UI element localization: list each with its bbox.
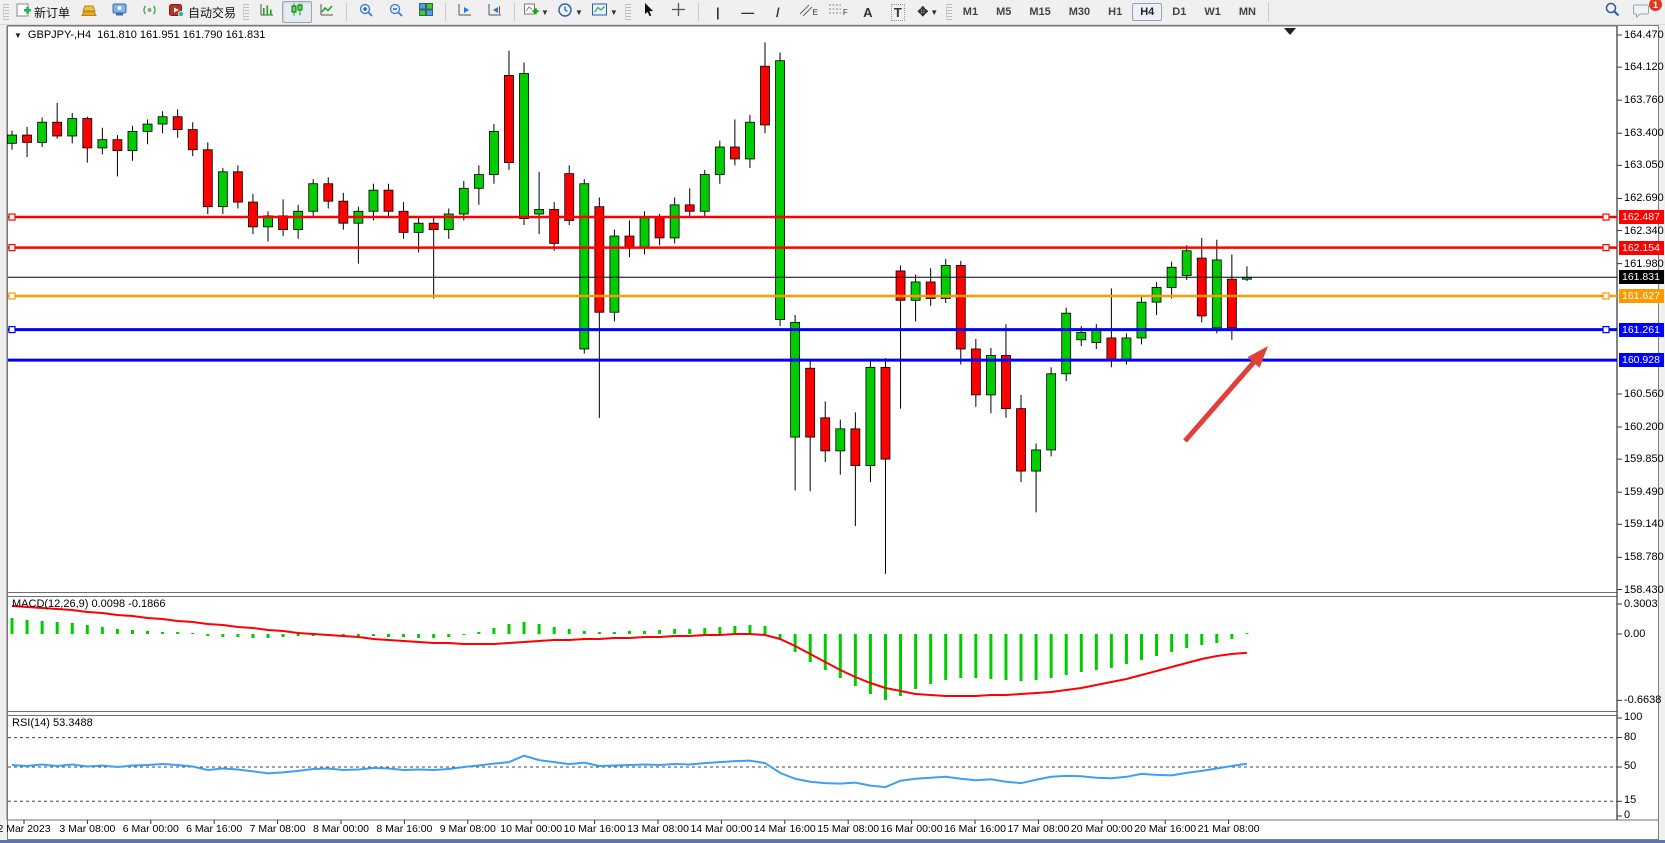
chevron-down-icon: ▼ bbox=[541, 7, 549, 17]
toolbar-right: 1 bbox=[1597, 0, 1662, 23]
auto-scroll-button[interactable] bbox=[450, 1, 480, 23]
channel-letter: E bbox=[812, 7, 818, 17]
timeframe-h1[interactable]: H1 bbox=[1108, 6, 1123, 18]
toolbar: 新订单 自动交易 bbox=[0, 0, 1665, 25]
timeframe-m1[interactable]: M1 bbox=[962, 6, 979, 18]
search-button[interactable] bbox=[1597, 1, 1627, 23]
macd-indicator-label: MACD(12,26,9) 0.0098 -0.1866 bbox=[12, 598, 166, 610]
timeframe-mn[interactable]: MN bbox=[1238, 6, 1256, 18]
crosshair-button[interactable] bbox=[664, 1, 694, 23]
horizontal-line-icon: — bbox=[741, 4, 755, 20]
rsi-indicator-label: RSI(14) 53.3488 bbox=[12, 717, 93, 729]
clock-icon bbox=[557, 2, 573, 23]
tile-windows-button[interactable] bbox=[411, 1, 441, 23]
indicators-button[interactable]: ▼ bbox=[519, 1, 553, 23]
chart-shift-icon bbox=[487, 2, 503, 22]
periods-button[interactable]: ▼ bbox=[553, 1, 587, 23]
crosshair-icon bbox=[671, 2, 686, 22]
chart-shift-button[interactable] bbox=[480, 1, 510, 23]
autotrading-icon bbox=[168, 2, 185, 22]
toolbar-separator bbox=[1267, 3, 1269, 21]
zoom-in-icon bbox=[358, 2, 374, 23]
timeframe-group: M1 M5 M15 M30 H1 H4 D1 W1 MN bbox=[955, 3, 1264, 21]
signal-button[interactable] bbox=[134, 1, 164, 23]
search-icon bbox=[1604, 1, 1621, 23]
toolbar-grip[interactable] bbox=[945, 4, 952, 20]
toolbar-separator bbox=[514, 3, 516, 21]
support-person-icon bbox=[111, 2, 128, 22]
toolbar-grip[interactable] bbox=[624, 4, 631, 20]
zoom-out-button[interactable] bbox=[381, 1, 411, 23]
toolbar-separator bbox=[445, 3, 447, 21]
chat-bubble-icon bbox=[1633, 2, 1651, 23]
text-label-icon: T bbox=[890, 3, 905, 21]
cursor-arrow-icon bbox=[642, 2, 656, 22]
toolbar-separator bbox=[346, 3, 348, 21]
notifications-button[interactable]: 1 bbox=[1627, 0, 1662, 23]
bar-chart-icon bbox=[259, 2, 275, 22]
cursor-button[interactable] bbox=[634, 1, 664, 23]
timeframe-m30[interactable]: M30 bbox=[1068, 6, 1091, 18]
trendline-tool[interactable]: / bbox=[763, 1, 793, 23]
timeframe-m5[interactable]: M5 bbox=[996, 6, 1012, 18]
horizontal-line-tool[interactable]: — bbox=[733, 1, 763, 23]
auto-scroll-icon bbox=[457, 2, 473, 22]
autotrading-label: 自动交易 bbox=[188, 5, 237, 20]
new-order-button[interactable]: 新订单 bbox=[12, 1, 74, 23]
chevron-down-icon: ▼ bbox=[609, 7, 618, 17]
timeframe-d1[interactable]: D1 bbox=[1172, 6, 1187, 18]
candlestick-chart-icon bbox=[289, 2, 305, 22]
fibonacci-tool[interactable]: F bbox=[823, 1, 853, 23]
zoom-in-button[interactable] bbox=[351, 1, 381, 23]
zoom-out-icon bbox=[388, 2, 404, 23]
arrows-tool[interactable]: ✥ ▼ bbox=[913, 1, 943, 23]
support-button[interactable] bbox=[104, 1, 134, 23]
arrows-tool-icon: ✥ bbox=[917, 4, 929, 19]
chart-plot-area[interactable] bbox=[7, 25, 1659, 840]
vertical-line-icon: | bbox=[715, 4, 720, 20]
new-order-label: 新订单 bbox=[34, 5, 71, 20]
collapse-triangle-icon[interactable]: ▼ bbox=[14, 30, 22, 40]
gold-button[interactable] bbox=[74, 1, 104, 23]
window-bottom-edge bbox=[0, 840, 1665, 843]
new-order-icon bbox=[16, 2, 31, 22]
timeframe-w1[interactable]: W1 bbox=[1204, 6, 1221, 18]
channel-tool[interactable]: E bbox=[793, 1, 823, 23]
timeframe-h4[interactable]: H4 bbox=[1132, 3, 1163, 21]
fibo-letter: F bbox=[842, 7, 848, 17]
template-icon bbox=[591, 2, 608, 22]
autotrading-button[interactable]: 自动交易 bbox=[164, 1, 240, 23]
text-tool-icon: A bbox=[863, 4, 873, 20]
bar-chart-button[interactable] bbox=[252, 1, 282, 23]
chevron-down-icon: ▼ bbox=[930, 7, 939, 17]
tile-windows-icon bbox=[418, 2, 434, 22]
symbol-period-label: GBPJPY-,H4 bbox=[27, 29, 92, 41]
signal-icon bbox=[141, 2, 158, 22]
text-tool[interactable]: A bbox=[853, 1, 883, 23]
gold-bar-icon bbox=[80, 2, 98, 22]
templates-button[interactable]: ▼ bbox=[587, 1, 622, 23]
vertical-line-tool[interactable]: | bbox=[703, 1, 733, 23]
add-indicator-icon bbox=[523, 2, 539, 22]
timeframe-m15[interactable]: M15 bbox=[1029, 6, 1051, 18]
chevron-down-icon: ▼ bbox=[574, 7, 583, 17]
trendline-icon: / bbox=[775, 4, 780, 20]
fibonacci-icon bbox=[828, 2, 843, 22]
channel-icon bbox=[798, 2, 813, 22]
toolbar-separator bbox=[697, 3, 699, 21]
notification-badge: 1 bbox=[1649, 0, 1662, 11]
ohlc-readout: 161.810 161.951 161.790 161.831 bbox=[97, 29, 266, 41]
line-chart-button[interactable] bbox=[312, 1, 342, 23]
toolbar-grip[interactable] bbox=[3, 4, 9, 20]
line-chart-icon bbox=[319, 2, 335, 22]
candlestick-chart-button[interactable] bbox=[282, 1, 313, 23]
chart-title: ▼ GBPJPY-,H4 161.810 161.951 161.790 161… bbox=[14, 29, 265, 41]
toolbar-grip[interactable] bbox=[243, 4, 250, 20]
text-label-tool[interactable]: T bbox=[883, 1, 913, 23]
